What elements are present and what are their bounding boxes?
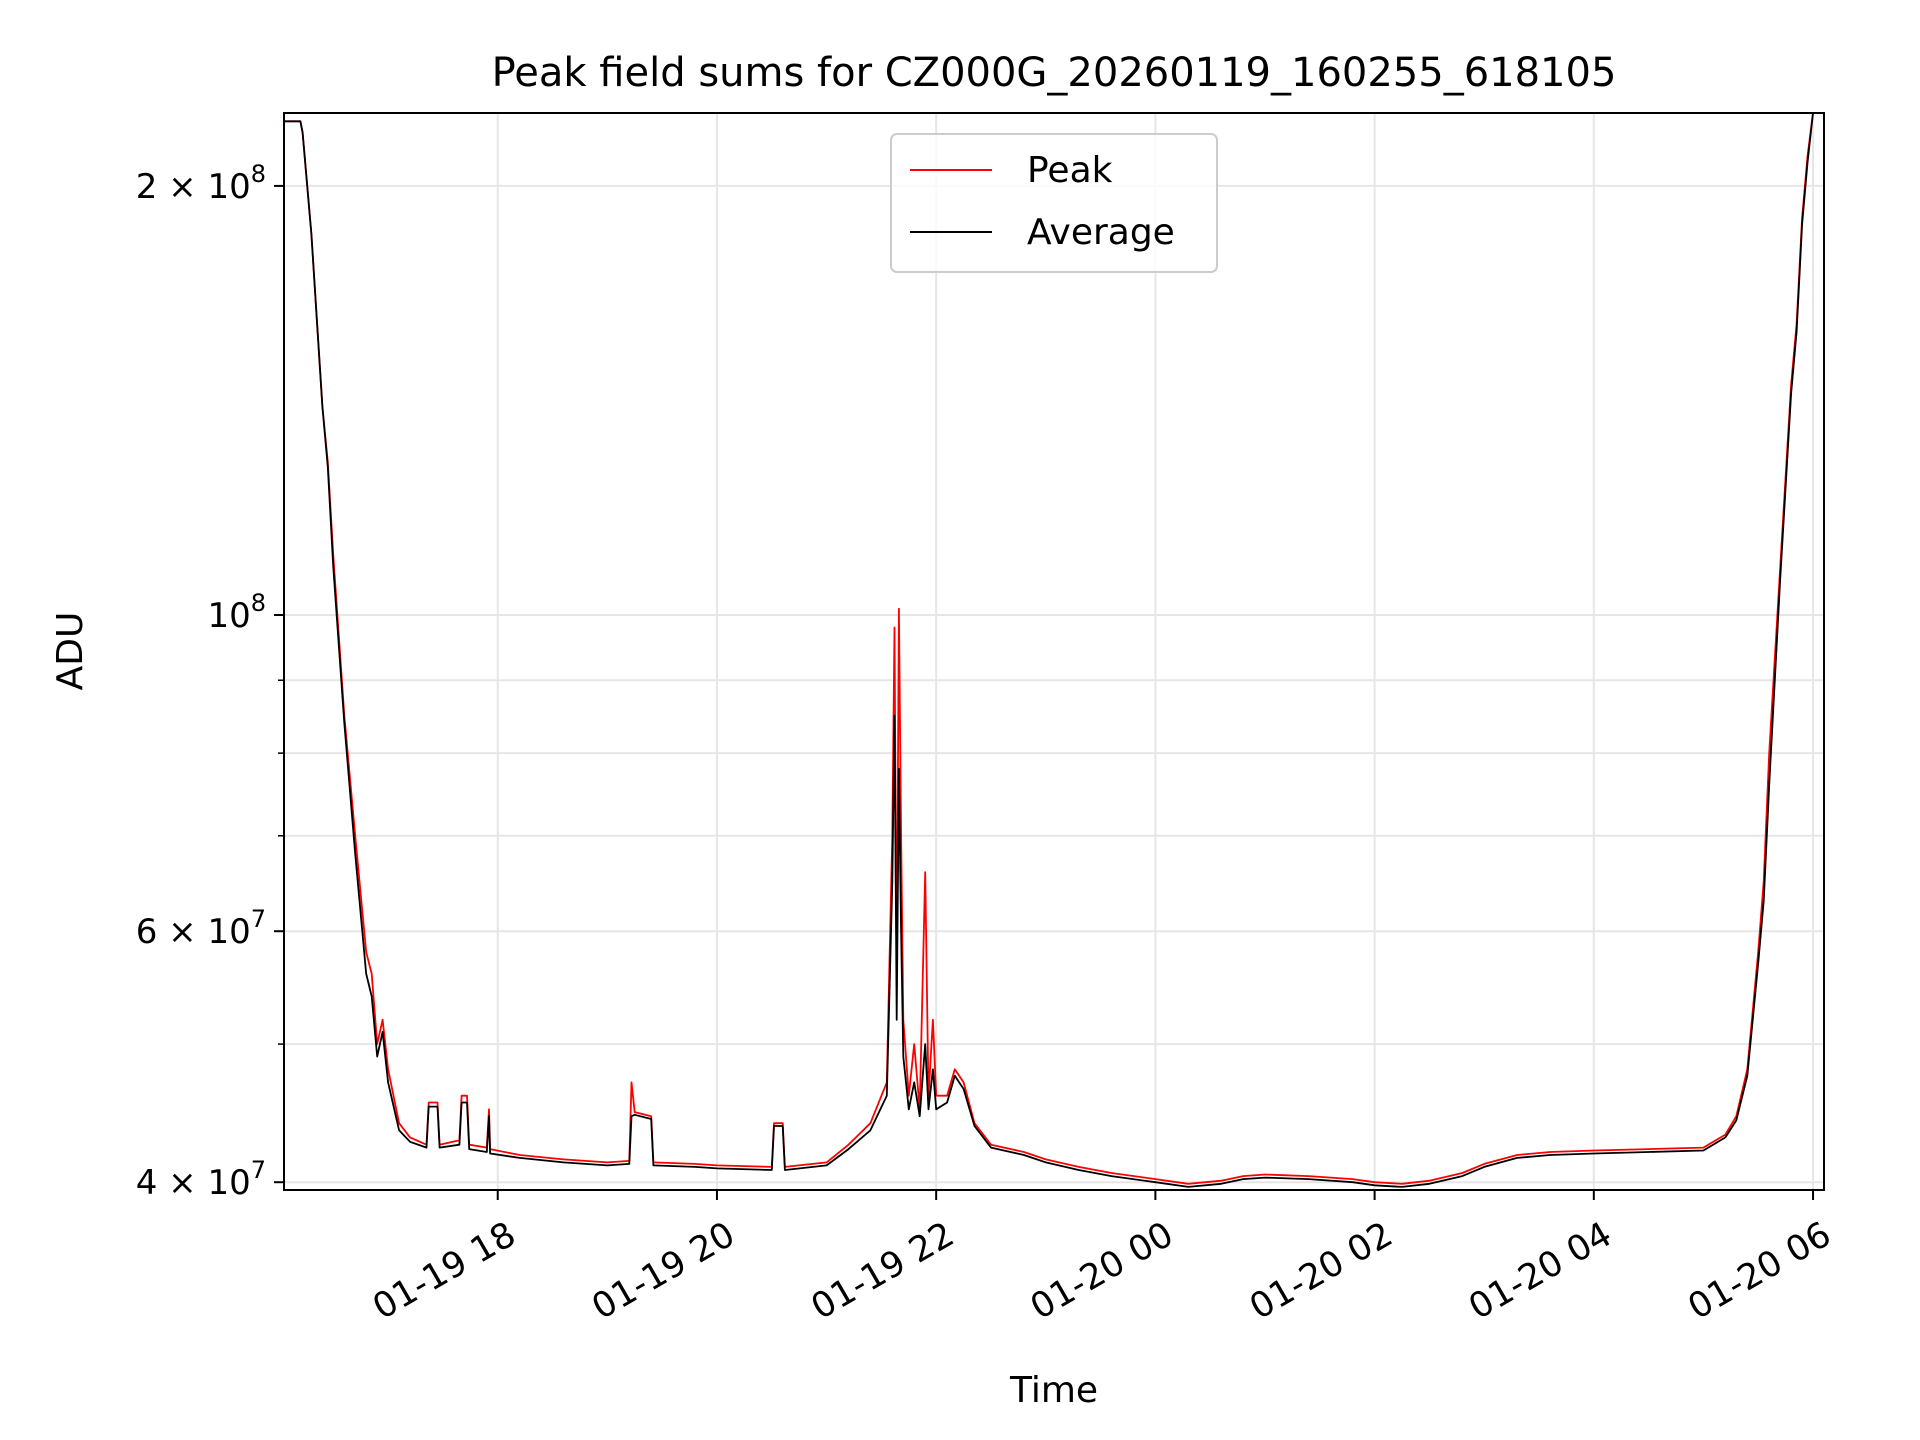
y-axis-label: ADU	[50, 612, 91, 691]
legend-label-peak: Peak	[1027, 150, 1113, 191]
y-tick-label: 6 × 107	[136, 905, 266, 952]
chart-title: Peak field sums for CZ000G_20260119_1602…	[492, 50, 1617, 96]
legend-label-average: Average	[1027, 212, 1175, 253]
legend-box	[890, 133, 1218, 273]
y-tick-label: 4 × 107	[136, 1156, 266, 1203]
series-line-average	[284, 113, 1814, 1188]
x-axis-label: Time	[1009, 1370, 1098, 1411]
y-tick-label: 108	[207, 589, 266, 636]
series-lines	[284, 113, 1814, 1188]
y-tick-label: 2 × 108	[136, 160, 266, 207]
legend: Peak Average	[890, 133, 1218, 273]
plot-frame	[283, 112, 1825, 1191]
